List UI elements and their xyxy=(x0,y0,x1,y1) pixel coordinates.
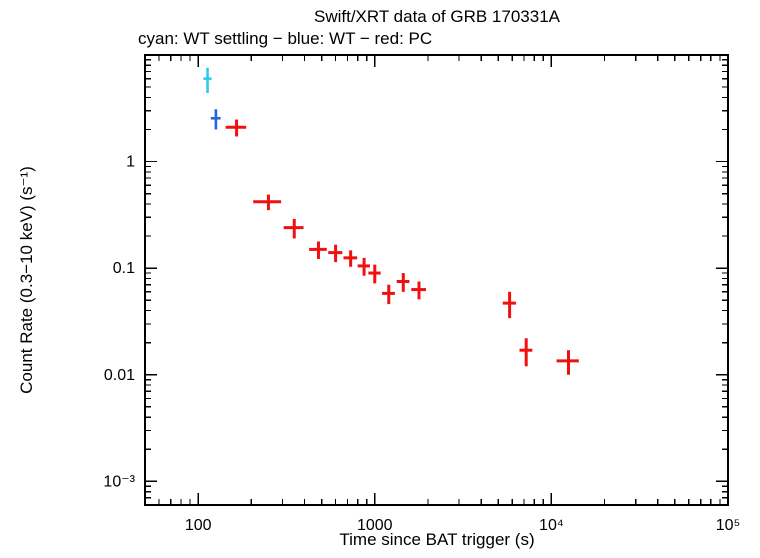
axis-ticks xyxy=(144,54,729,506)
series-wt xyxy=(210,109,221,130)
x-tick-label: 100 xyxy=(185,517,212,534)
x-tick-label: 1000 xyxy=(357,517,393,534)
y-tick-label: 0.1 xyxy=(113,260,135,277)
series-pc xyxy=(225,119,579,375)
y-axis-label: Count Rate (0.3−10 keV) (s⁻¹) xyxy=(17,166,36,394)
series-wt-settling xyxy=(203,67,212,94)
x-tick-label: 10⁴ xyxy=(539,517,564,534)
chart-subtitle: cyan: WT settling − blue: WT − red: PC xyxy=(138,29,432,48)
chart-title: Swift/XRT data of GRB 170331A xyxy=(314,7,561,26)
x-tick-label: 10⁵ xyxy=(716,517,740,534)
y-tick-label: 0.01 xyxy=(104,367,135,384)
y-tick-label: 10⁻³ xyxy=(103,473,135,490)
plot-frame xyxy=(144,54,729,506)
y-tick-label: 1 xyxy=(126,154,135,171)
x-axis-label: Time since BAT trigger (s) xyxy=(339,530,534,549)
